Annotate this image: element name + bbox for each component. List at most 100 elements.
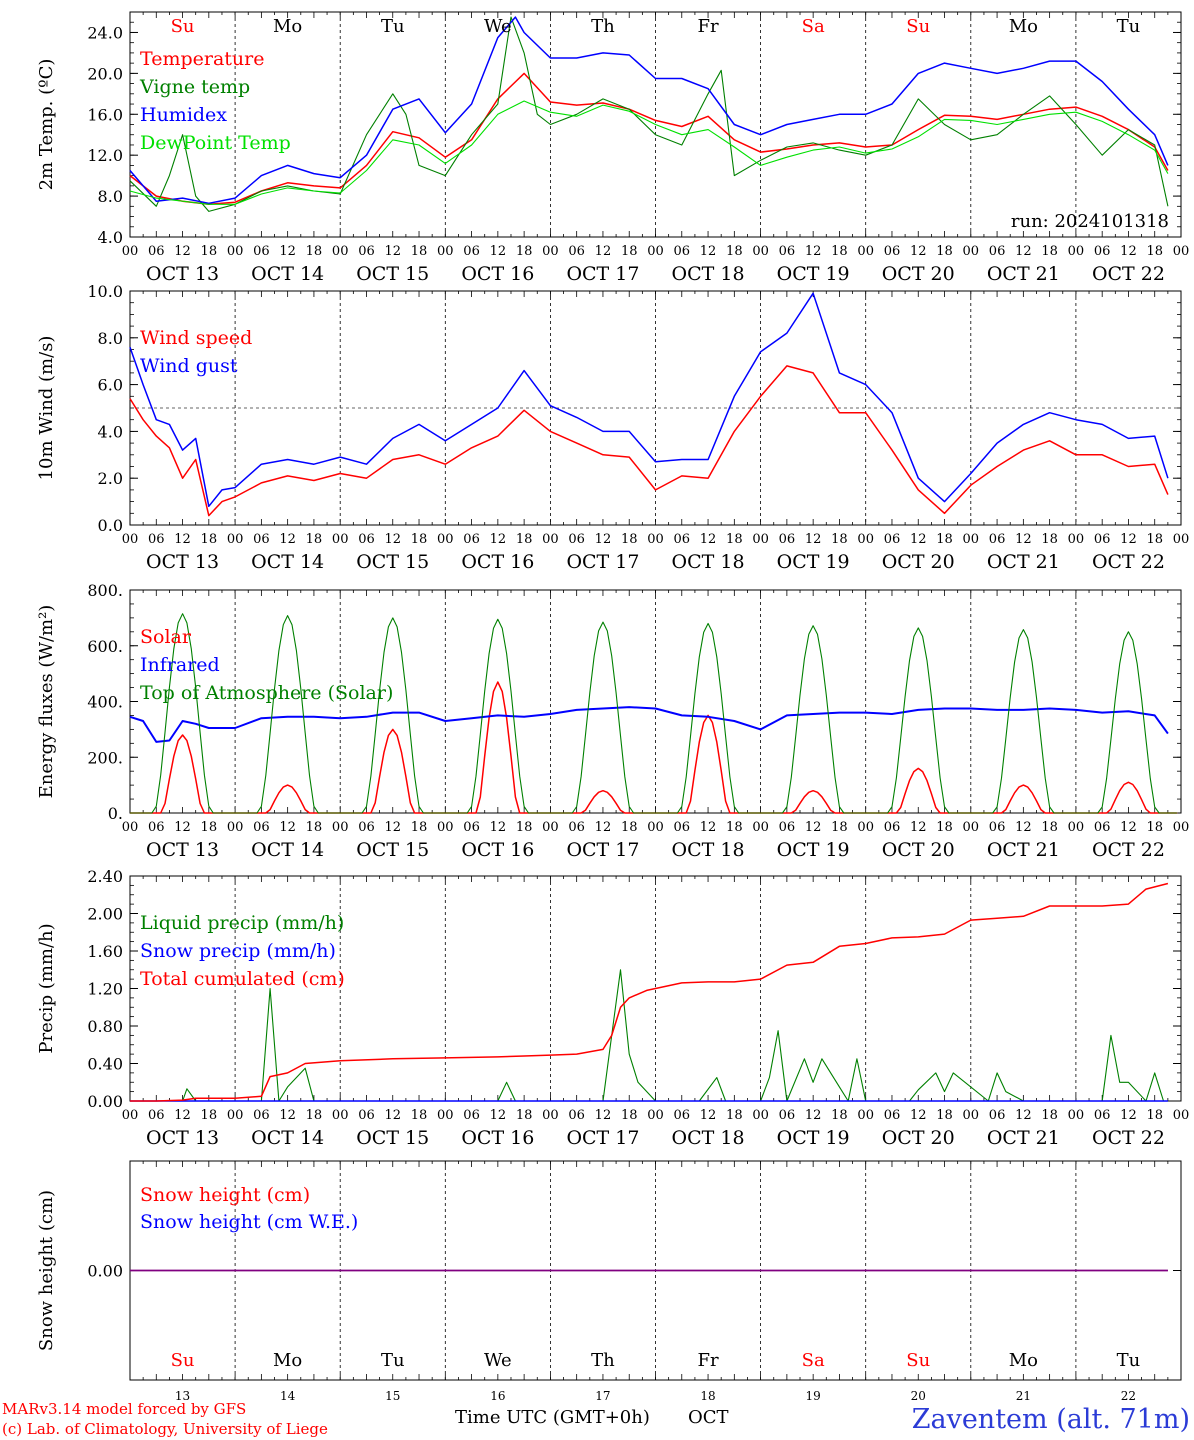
date-label: OCT 19 bbox=[777, 263, 850, 285]
day-number-label: 15 bbox=[385, 1389, 400, 1403]
weekday-label: Mo bbox=[1009, 1350, 1038, 1371]
series-line-wind-gust bbox=[129, 292, 1169, 508]
hour-tick-label: 18 bbox=[1041, 244, 1058, 259]
y-tick-label: 0.80 bbox=[87, 1017, 123, 1036]
y-tick-label: 6.0 bbox=[98, 376, 123, 395]
hour-tick-label: 00 bbox=[122, 820, 139, 835]
panel-4: 0.00 0.40 0.80 1.20 1.60 2.00 2.40 Precip (mm/h… bbox=[36, 867, 1189, 1149]
date-label: OCT 19 bbox=[777, 839, 850, 861]
date-label: OCT 14 bbox=[251, 551, 324, 573]
weekday-label: Mo bbox=[273, 16, 302, 37]
hour-tick-label: 00 bbox=[122, 244, 139, 259]
hour-tick-label: 12 bbox=[174, 1108, 191, 1123]
hour-tick-label: 06 bbox=[1094, 1108, 1111, 1123]
hour-tick-label: 00 bbox=[857, 532, 874, 547]
hour-tick-label: 00 bbox=[1173, 820, 1190, 835]
y-tick-label: 0.40 bbox=[87, 1055, 123, 1074]
series-line-wind-speed bbox=[129, 365, 1169, 517]
hour-tick-label: 00 bbox=[227, 244, 244, 259]
date-label: OCT 20 bbox=[882, 1127, 955, 1149]
date-label: OCT 18 bbox=[672, 263, 745, 285]
hour-tick-label: 00 bbox=[437, 244, 454, 259]
hour-tick-label: 12 bbox=[279, 1108, 296, 1123]
legend-entry: Wind gust bbox=[140, 355, 238, 377]
weekday-label: Su bbox=[906, 1350, 930, 1371]
hour-tick-label: 18 bbox=[726, 820, 743, 835]
hour-tick-label: 18 bbox=[831, 244, 848, 259]
panel-3: 0. 200. 400. 600. 800. Energy fluxes (W/m²) 00… bbox=[36, 581, 1189, 861]
hour-tick-label: 12 bbox=[174, 244, 191, 259]
y-tick-label: 2.0 bbox=[98, 469, 123, 488]
panel-5: 0.00 Snow height (cm) Snow height (cm) Snow… bbox=[36, 1160, 1182, 1403]
date-label: OCT 17 bbox=[566, 263, 639, 285]
hour-tick-label: 00 bbox=[1068, 1108, 1085, 1123]
hour-tick-label: 18 bbox=[306, 820, 323, 835]
day-number-label: 22 bbox=[1121, 1389, 1136, 1403]
hour-tick-label: 06 bbox=[568, 532, 585, 547]
hour-tick-label: 00 bbox=[857, 244, 874, 259]
hour-tick-label: 06 bbox=[674, 1108, 691, 1123]
run-annotation: run: 2024101318 bbox=[1011, 211, 1169, 232]
legend-entry: Snow height (cm W.E.) bbox=[140, 1211, 358, 1233]
hour-tick-label: 06 bbox=[884, 244, 901, 259]
day-number-label: 16 bbox=[490, 1389, 505, 1403]
hour-tick-label: 00 bbox=[752, 820, 769, 835]
hour-tick-label: 12 bbox=[595, 244, 612, 259]
hour-tick-label: 18 bbox=[516, 244, 533, 259]
y-tick-label: 2.00 bbox=[87, 905, 123, 924]
hour-tick-label: 00 bbox=[332, 532, 349, 547]
legend-entry: Solar bbox=[140, 626, 192, 648]
hour-tick-label: 00 bbox=[437, 1108, 454, 1123]
date-label: OCT 16 bbox=[461, 1127, 534, 1149]
hour-tick-label: 18 bbox=[411, 244, 428, 259]
station-label: Zaventem (alt. 71m) bbox=[912, 1404, 1190, 1435]
day-number-label: 13 bbox=[175, 1389, 190, 1403]
x-axis-label: Time UTC (GMT+0h) bbox=[455, 1407, 650, 1428]
day-number-label: 19 bbox=[806, 1389, 821, 1403]
hour-tick-label: 00 bbox=[542, 532, 559, 547]
y-axis-label: 10m Wind (m/s) bbox=[36, 336, 57, 481]
hour-tick-label: 00 bbox=[752, 532, 769, 547]
hour-tick-label: 18 bbox=[621, 532, 638, 547]
date-label: OCT 15 bbox=[356, 263, 429, 285]
hour-tick-label: 06 bbox=[148, 1108, 165, 1123]
hour-tick-label: 06 bbox=[148, 820, 165, 835]
hour-tick-label: 00 bbox=[963, 820, 980, 835]
hour-tick-label: 18 bbox=[936, 820, 953, 835]
weekday-label: Sa bbox=[802, 16, 825, 37]
y-axis-label: Energy fluxes (W/m²) bbox=[36, 605, 57, 799]
date-label: OCT 14 bbox=[251, 839, 324, 861]
hour-tick-label: 18 bbox=[1041, 532, 1058, 547]
hour-tick-label: 00 bbox=[542, 244, 559, 259]
hour-tick-label: 18 bbox=[1146, 1108, 1163, 1123]
hour-tick-label: 18 bbox=[831, 532, 848, 547]
weekday-label: Su bbox=[171, 1350, 195, 1371]
hour-tick-label: 06 bbox=[568, 820, 585, 835]
hour-tick-label: 00 bbox=[227, 820, 244, 835]
date-label: OCT 16 bbox=[461, 551, 534, 573]
hour-tick-label: 06 bbox=[148, 532, 165, 547]
hour-tick-label: 12 bbox=[1120, 820, 1137, 835]
day-number-label: 18 bbox=[700, 1389, 715, 1403]
hour-tick-label: 18 bbox=[1146, 244, 1163, 259]
weekday-label: Tu bbox=[1117, 16, 1141, 37]
series-line-total-cumulated-cm- bbox=[130, 882, 1169, 1102]
hour-tick-label: 12 bbox=[384, 244, 401, 259]
hour-tick-label: 00 bbox=[332, 244, 349, 259]
series-line-vigne-temp bbox=[129, 16, 1169, 212]
date-label: OCT 21 bbox=[987, 839, 1060, 861]
legend-entry: Humidex bbox=[140, 104, 227, 126]
series-group bbox=[129, 16, 1169, 212]
hour-tick-label: 18 bbox=[726, 244, 743, 259]
hour-tick-label: 00 bbox=[752, 1108, 769, 1123]
hour-tick-label: 00 bbox=[122, 532, 139, 547]
legend-entry: Temperature bbox=[140, 48, 264, 70]
weekday-label: Sa bbox=[802, 1350, 825, 1371]
footer: MARv3.14 model forced by GFS (c) Lab. of … bbox=[2, 1400, 1190, 1438]
credit-line-1: MARv3.14 model forced by GFS bbox=[2, 1400, 246, 1418]
hour-tick-label: 18 bbox=[936, 532, 953, 547]
hour-tick-label: 12 bbox=[910, 820, 927, 835]
day-number-label: 20 bbox=[911, 1389, 926, 1403]
date-label: OCT 21 bbox=[987, 1127, 1060, 1149]
hour-tick-label: 06 bbox=[989, 1108, 1006, 1123]
